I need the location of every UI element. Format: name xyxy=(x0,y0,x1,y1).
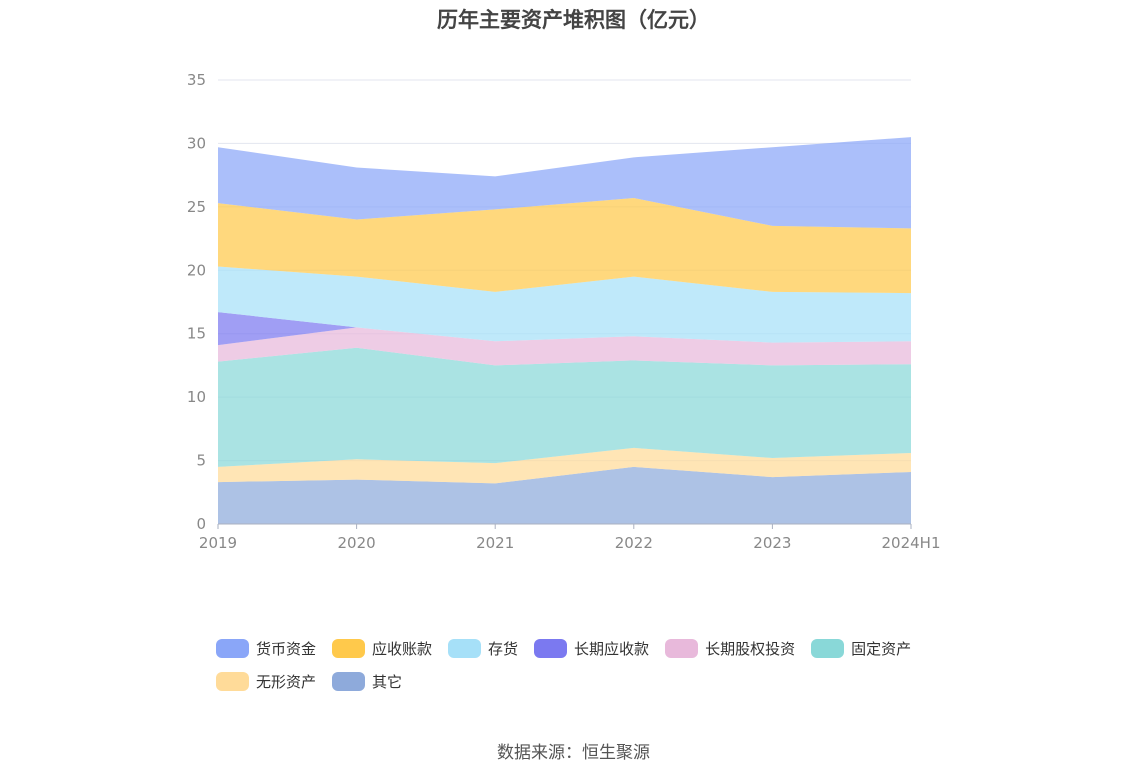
legend-swatch xyxy=(811,639,845,658)
x-tick-label: 2019 xyxy=(199,534,237,552)
legend-item-长期应收款[interactable]: 长期应收款 xyxy=(534,638,649,659)
y-tick-label: 30 xyxy=(187,134,206,152)
legend-label: 长期应收款 xyxy=(574,640,650,658)
legend-item-固定资产[interactable]: 固定资产 xyxy=(811,638,911,659)
legend-item-存货[interactable]: 存货 xyxy=(448,638,518,659)
y-tick-label: 10 xyxy=(187,388,206,406)
area-货币资金[interactable] xyxy=(218,137,911,229)
legend: 货币资金 应收账款 存货 长期应收款 长期股权投资 固定资产无形资产 其它 xyxy=(216,638,976,704)
y-tick-label: 35 xyxy=(187,71,206,89)
area-存货[interactable] xyxy=(218,266,911,343)
legend-swatch xyxy=(534,639,568,658)
y-tick-label: 15 xyxy=(187,325,206,343)
legend-item-应收账款[interactable]: 应收账款 xyxy=(332,638,432,659)
legend-swatch xyxy=(216,639,249,658)
legend-swatch xyxy=(448,639,482,658)
area-series-layer xyxy=(218,137,911,524)
area-长期股权投资[interactable] xyxy=(218,327,911,366)
axes: 0 5 10 15 20 25 30 35 2019 2020 2021 2022 2023 2024H1 xyxy=(187,71,941,552)
legend-item-无形资产[interactable]: 无形资产 xyxy=(216,671,316,692)
source-note: 数据来源：恒生聚源 xyxy=(497,743,650,763)
legend-swatch xyxy=(332,672,366,691)
legend-swatch xyxy=(665,639,699,658)
legend-label: 固定资产 xyxy=(851,640,912,658)
legend-swatch xyxy=(216,672,249,691)
legend-item-货币资金[interactable]: 货币资金 xyxy=(216,638,316,659)
chart-title: 历年主要资产堆积图（亿元） xyxy=(437,8,710,32)
legend-label: 应收账款 xyxy=(372,640,433,658)
legend-item-其它[interactable]: 其它 xyxy=(332,671,402,692)
area-固定资产[interactable] xyxy=(218,347,911,467)
legend-swatch xyxy=(332,639,366,658)
y-tick-label: 25 xyxy=(187,198,206,216)
x-tick-label: 2021 xyxy=(476,534,514,552)
area-应收账款[interactable] xyxy=(218,198,911,294)
legend-item-长期股权投资[interactable]: 长期股权投资 xyxy=(665,638,795,659)
y-tick-label: 5 xyxy=(196,452,206,470)
legend-label: 存货 xyxy=(488,640,519,658)
legend-label: 长期股权投资 xyxy=(705,640,796,658)
y-tick-label: 20 xyxy=(187,261,206,279)
x-tick-label: 2023 xyxy=(753,534,791,552)
legend-label: 货币资金 xyxy=(256,640,317,658)
x-tick-label: 2020 xyxy=(338,534,376,552)
legend-label: 其它 xyxy=(372,673,403,691)
area-其它[interactable] xyxy=(218,466,911,524)
legend-label: 无形资产 xyxy=(256,673,317,691)
y-tick-label: 0 xyxy=(196,515,206,533)
x-tick-label: 2022 xyxy=(615,534,653,552)
x-tick-label: 2024H1 xyxy=(882,534,941,552)
area-无形资产[interactable] xyxy=(218,447,911,484)
